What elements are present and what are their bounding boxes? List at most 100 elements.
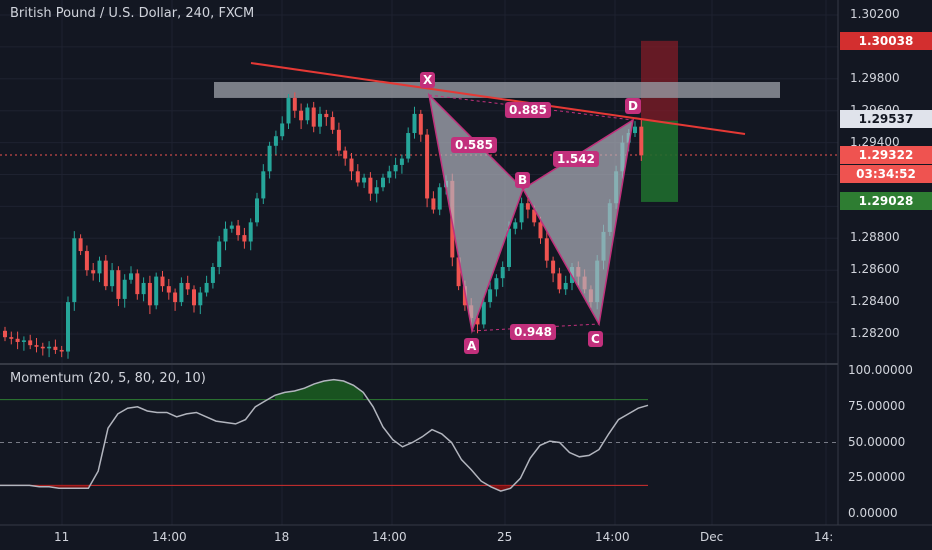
candle-body [563, 282, 568, 290]
candle-body [267, 145, 272, 172]
ratio-xd-label[interactable]: 0.885 [505, 102, 551, 118]
pattern-point-b[interactable]: B [515, 172, 531, 188]
stop-price-label: 1.30038 [840, 32, 932, 50]
candle-body [97, 260, 102, 274]
pattern-point-c[interactable]: C [588, 331, 603, 347]
oscillator-pane [0, 363, 838, 492]
candle-body [72, 238, 77, 303]
target-price-label: 1.29028 [840, 192, 932, 210]
price-tick-label: 1.28600 [850, 262, 900, 277]
candle-body [59, 349, 64, 352]
candle-body [551, 260, 556, 274]
time-tick-label: 14: [814, 530, 834, 544]
candle-body [192, 289, 196, 306]
candle-body [456, 257, 461, 287]
candle-body [494, 278, 499, 290]
candle-body [236, 225, 241, 236]
candle-body [47, 346, 52, 349]
time-tick-label: 11 [54, 530, 70, 544]
candle-body [475, 318, 480, 325]
pattern-point-x[interactable]: X [420, 72, 436, 88]
candle-body [519, 203, 524, 223]
candle-body [305, 107, 310, 121]
candle-body [286, 97, 291, 124]
oscillator-tick-label: 0.00000 [848, 506, 898, 520]
oscillator-tick-label: 100.00000 [848, 363, 913, 377]
candle-body [311, 107, 316, 127]
momentum-line [0, 378, 649, 492]
pattern-point-a[interactable]: A [464, 338, 480, 354]
candle-body [160, 276, 165, 287]
trade-zones [641, 40, 678, 202]
candle-body [78, 238, 83, 252]
candle-body [261, 171, 266, 199]
candle-body [40, 346, 45, 349]
ratio-xb-label[interactable]: 0.585 [451, 137, 497, 153]
candle-body [633, 126, 637, 134]
candle-body [28, 340, 33, 346]
candle-body [255, 198, 259, 223]
candle-body [179, 282, 184, 303]
axis-separators [0, 0, 932, 526]
candle-body [318, 113, 322, 127]
time-tick-label: 14:00 [595, 530, 630, 544]
candle-body [91, 270, 96, 274]
price-tick-label: 1.28200 [850, 326, 900, 340]
time-tick-label: 14:00 [372, 530, 407, 544]
candle-body [399, 158, 404, 165]
candle-body [557, 273, 562, 290]
ratio-bd-label[interactable]: 1.542 [553, 151, 599, 167]
candle-body [299, 110, 304, 121]
countdown-label: 03:34:52 [840, 165, 932, 183]
candle-body [110, 270, 115, 287]
candle-body [418, 113, 423, 135]
candle-body [84, 251, 89, 271]
candle-body [242, 235, 247, 242]
candle-body [324, 113, 329, 118]
pattern-point-d[interactable]: D [625, 98, 641, 114]
candle-body [406, 133, 411, 159]
price-tick-label: 1.28800 [850, 230, 900, 245]
candle-body [210, 267, 215, 283]
resistance-zone-box [214, 81, 780, 98]
candle-body [481, 302, 486, 325]
candle-body [154, 276, 159, 306]
candle-body [538, 222, 543, 239]
candle-body [393, 164, 398, 172]
candle-body [355, 171, 360, 183]
oscillator-title[interactable]: Momentum (20, 5, 80, 20, 10) [10, 371, 206, 386]
stop-loss-zone [641, 40, 678, 121]
candle-body [431, 198, 436, 210]
candle-body [362, 177, 367, 183]
candle-body [66, 302, 70, 352]
candle-body [500, 267, 505, 279]
time-tick-label: 25 [497, 530, 513, 544]
candle-body [135, 273, 140, 295]
candle-body [103, 260, 108, 287]
candle-body [147, 282, 152, 306]
candle-body [9, 337, 14, 339]
symbol-title[interactable]: British Pound / U.S. Dollar, 240, FXCM [10, 6, 255, 21]
candle-body [437, 187, 442, 210]
candle-body [53, 346, 58, 350]
time-tick-label: 14:00 [152, 530, 187, 544]
candle-body [292, 97, 297, 111]
candle-body [198, 292, 203, 306]
harmonic-pattern [427, 92, 635, 334]
candle-body [507, 228, 511, 268]
candle-body [374, 187, 379, 194]
price-tick-label: 1.29800 [850, 70, 900, 85]
candle-body [3, 330, 7, 338]
ratio-ac-label[interactable]: 0.948 [510, 324, 556, 340]
candle-body [330, 117, 335, 130]
take-profit-zone [641, 120, 678, 202]
candle-body [532, 209, 537, 223]
candle-body [273, 136, 278, 146]
candle-body [544, 238, 549, 261]
candle-body [280, 123, 285, 137]
candle-body [349, 158, 354, 172]
trendline [250, 62, 746, 135]
candle-body [513, 222, 518, 229]
